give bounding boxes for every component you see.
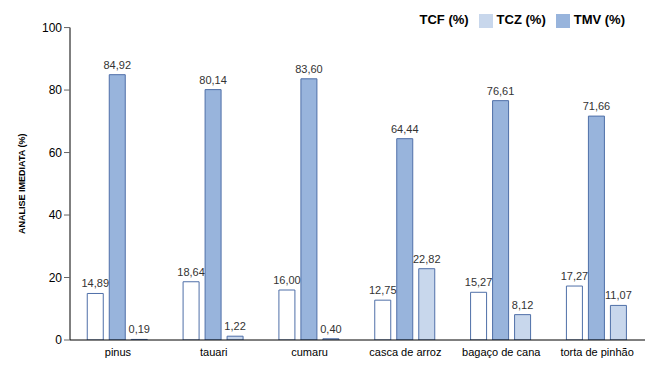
svg-text:20: 20 (49, 271, 63, 285)
svg-text:80: 80 (49, 83, 63, 97)
svg-text:torta de pinhão: torta de pinhão (560, 346, 633, 358)
svg-text:pinus: pinus (105, 346, 132, 358)
svg-text:83,60: 83,60 (295, 63, 323, 75)
svg-text:80,14: 80,14 (199, 74, 227, 86)
svg-text:22,82: 22,82 (413, 253, 441, 265)
svg-text:100: 100 (42, 21, 62, 35)
svg-text:0,40: 0,40 (320, 323, 341, 335)
svg-text:0,19: 0,19 (129, 323, 150, 335)
svg-text:15,27: 15,27 (465, 276, 493, 288)
svg-text:casca de arroz: casca de arroz (369, 346, 441, 358)
svg-text:cumaru: cumaru (291, 346, 328, 358)
svg-text:71,66: 71,66 (583, 100, 611, 112)
svg-text:8,12: 8,12 (512, 299, 533, 311)
svg-text:64,44: 64,44 (391, 123, 419, 135)
svg-text:40: 40 (49, 208, 63, 222)
html-text:TMV (%): TMV (%) (573, 12, 625, 27)
svg-text:tauari: tauari (200, 346, 228, 358)
svg-text:16,00: 16,00 (273, 274, 301, 286)
svg-text:18,64: 18,64 (177, 266, 205, 278)
svg-text:ANALISE IMEDIATA (%): ANALISE IMEDIATA (%) (17, 134, 27, 234)
svg-text:12,75: 12,75 (369, 284, 397, 296)
svg-text:bagaço de cana: bagaço de cana (462, 346, 541, 358)
html-text:TCF (%): TCF (%) (419, 12, 469, 27)
svg-text:1,22: 1,22 (224, 320, 245, 332)
html-text:TCZ (%): TCZ (%) (496, 12, 546, 27)
svg-text:14,89: 14,89 (81, 277, 109, 289)
svg-text:11,07: 11,07 (605, 289, 632, 301)
svg-text:0: 0 (55, 333, 62, 347)
svg-text:84,92: 84,92 (103, 59, 131, 71)
svg-text:76,61: 76,61 (487, 85, 515, 97)
svg-text:60: 60 (49, 146, 63, 160)
svg-text:17,27: 17,27 (561, 270, 589, 282)
